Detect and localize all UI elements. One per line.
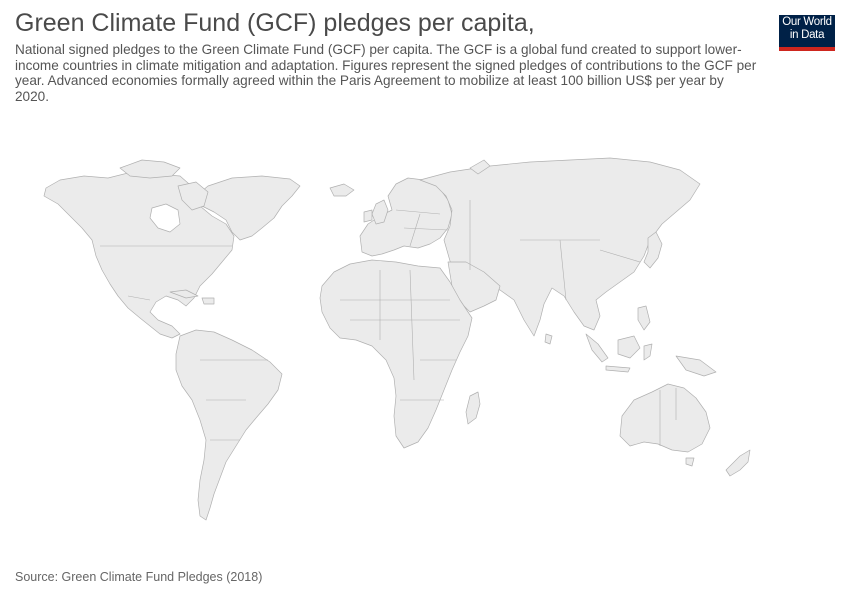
novaya-zemlya[interactable] (469, 159, 491, 175)
sri-lanka[interactable] (544, 333, 553, 345)
logo-line-1: Our World (782, 16, 832, 28)
logo-accent-bar (779, 47, 835, 51)
hudson-bay (149, 203, 181, 233)
java[interactable] (605, 365, 631, 373)
chart-subtitle: National signed pledges to the Green Cli… (15, 42, 757, 104)
tasmania[interactable] (685, 457, 695, 467)
hispaniola[interactable] (201, 297, 215, 305)
australia[interactable] (619, 383, 711, 453)
arctic-islands[interactable] (119, 159, 181, 179)
africa[interactable] (319, 259, 473, 449)
new-zealand[interactable] (725, 449, 751, 477)
owid-logo[interactable]: Our World in Data (779, 15, 835, 51)
sumatra[interactable] (585, 333, 609, 363)
new-guinea[interactable] (675, 355, 717, 377)
cuba[interactable] (169, 289, 199, 299)
ireland[interactable] (363, 209, 373, 223)
philippines[interactable] (637, 305, 651, 331)
iceland[interactable] (329, 183, 355, 197)
greenland[interactable] (195, 175, 301, 241)
madagascar[interactable] (465, 391, 481, 425)
source-note: Source: Green Climate Fund Pledges (2018… (15, 570, 263, 584)
chart-title: Green Climate Fund (GCF) pledges per cap… (15, 9, 535, 37)
borneo[interactable] (617, 335, 641, 359)
baffin-island[interactable] (177, 181, 209, 211)
south-america[interactable] (175, 329, 283, 521)
logo-line-2: in Data (789, 29, 825, 41)
border-lines (100, 200, 677, 446)
world-map (43, 157, 751, 521)
sulawesi[interactable] (643, 343, 653, 361)
japan[interactable] (643, 231, 663, 269)
